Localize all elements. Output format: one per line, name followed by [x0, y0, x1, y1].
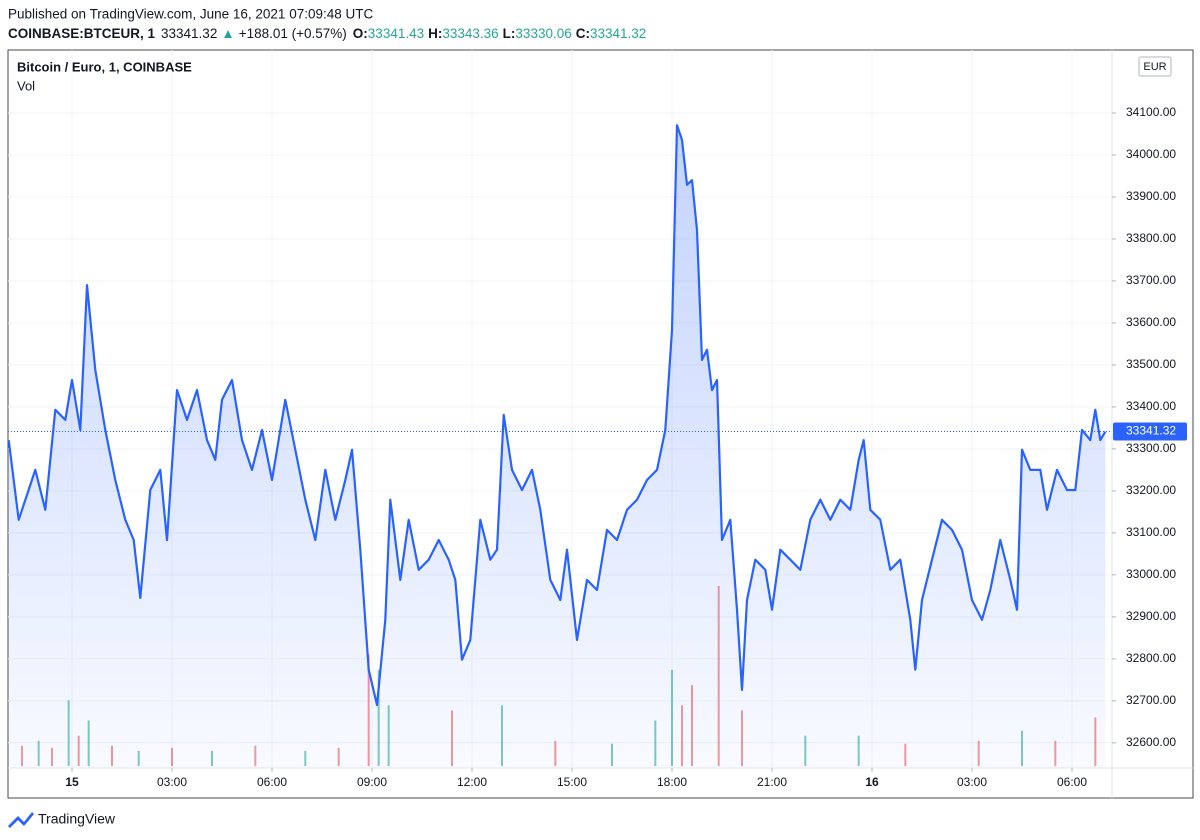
last-price-label: 33341.32: [1126, 424, 1176, 438]
x-tick-label: 15:00: [557, 775, 587, 789]
y-tick-label: 32700.00: [1126, 693, 1176, 707]
y-tick-label: 33500.00: [1126, 357, 1176, 371]
symbol-info: COINBASE:BTCEUR, 1 33341.32 ▲ +188.01 (+0.5…: [8, 26, 646, 41]
symbol: COINBASE:BTCEUR, 1: [8, 26, 156, 41]
ohlc-value: 33341.32: [590, 26, 646, 41]
y-tick-label: 32900.00: [1126, 609, 1176, 623]
x-tick-label: 09:00: [357, 775, 387, 789]
currency: EUR: [1143, 61, 1166, 73]
chart-frame: [7, 49, 1194, 799]
y-tick-label: 33100.00: [1126, 525, 1176, 539]
price-line: [8, 124, 1107, 707]
x-tick-label: 21:00: [757, 775, 787, 789]
x-tick-label: 03:00: [157, 775, 187, 789]
chart-title: Bitcoin / Euro, 1, COINBASE: [17, 59, 192, 74]
last-price-box: [1113, 422, 1187, 441]
brand: TradingView: [38, 811, 116, 827]
change: +188.01 (+0.57%): [239, 26, 347, 41]
ohlc-label: O:: [353, 26, 368, 41]
x-tick-label: 16: [865, 775, 879, 789]
currency-badge[interactable]: [1138, 56, 1172, 77]
x-tick-label: 18:00: [657, 775, 687, 789]
y-tick-label: 34100.00: [1126, 105, 1176, 119]
y-tick-label: 33000.00: [1126, 567, 1176, 581]
y-tick-label: 33700.00: [1126, 273, 1176, 287]
ohlc-label: H:: [428, 26, 442, 41]
y-tick-label: 33900.00: [1126, 189, 1176, 203]
x-tick-label: 03:00: [957, 775, 987, 789]
y-tick-label: 33400.00: [1126, 399, 1176, 413]
y-tick-label: 32800.00: [1126, 651, 1176, 665]
logo: [8, 812, 34, 828]
x-tick-label: 12:00: [457, 775, 487, 789]
x-tick-label: 06:00: [257, 775, 287, 789]
published: Published on TradingView.com, June 16, 2…: [8, 7, 373, 22]
ohlc-label: L:: [503, 26, 516, 41]
x-tick-label: 06:00: [1057, 775, 1087, 789]
symbol-line: COINBASE:BTCEUR, 1 33341.32 ▲ +188.01 (+0.5…: [8, 26, 646, 41]
last-price: 33341.32: [161, 26, 217, 41]
y-tick-label: 33800.00: [1126, 231, 1176, 245]
y-tick-label: 33300.00: [1126, 441, 1176, 455]
ohlc-value: 33341.43: [368, 26, 424, 41]
volume-label: Vol: [17, 78, 35, 93]
y-tick-label: 33600.00: [1126, 315, 1176, 329]
up-arrow: ▲: [221, 26, 234, 41]
ohlc-value: 33343.36: [442, 26, 498, 41]
axes: 32600.00 32700.00 32800.00 32900.00 33000.00…: [65, 105, 1187, 789]
ohlc-label: C:: [576, 26, 590, 41]
y-tick-label: 34000.00: [1126, 147, 1176, 161]
plot: [8, 124, 1112, 768]
price-area: [8, 125, 1106, 768]
y-tick-label: 33200.00: [1126, 483, 1176, 497]
ohlc-value: 33330.06: [515, 26, 571, 41]
x-tick-label: 15: [65, 775, 79, 789]
y-tick-label: 32600.00: [1126, 735, 1176, 749]
